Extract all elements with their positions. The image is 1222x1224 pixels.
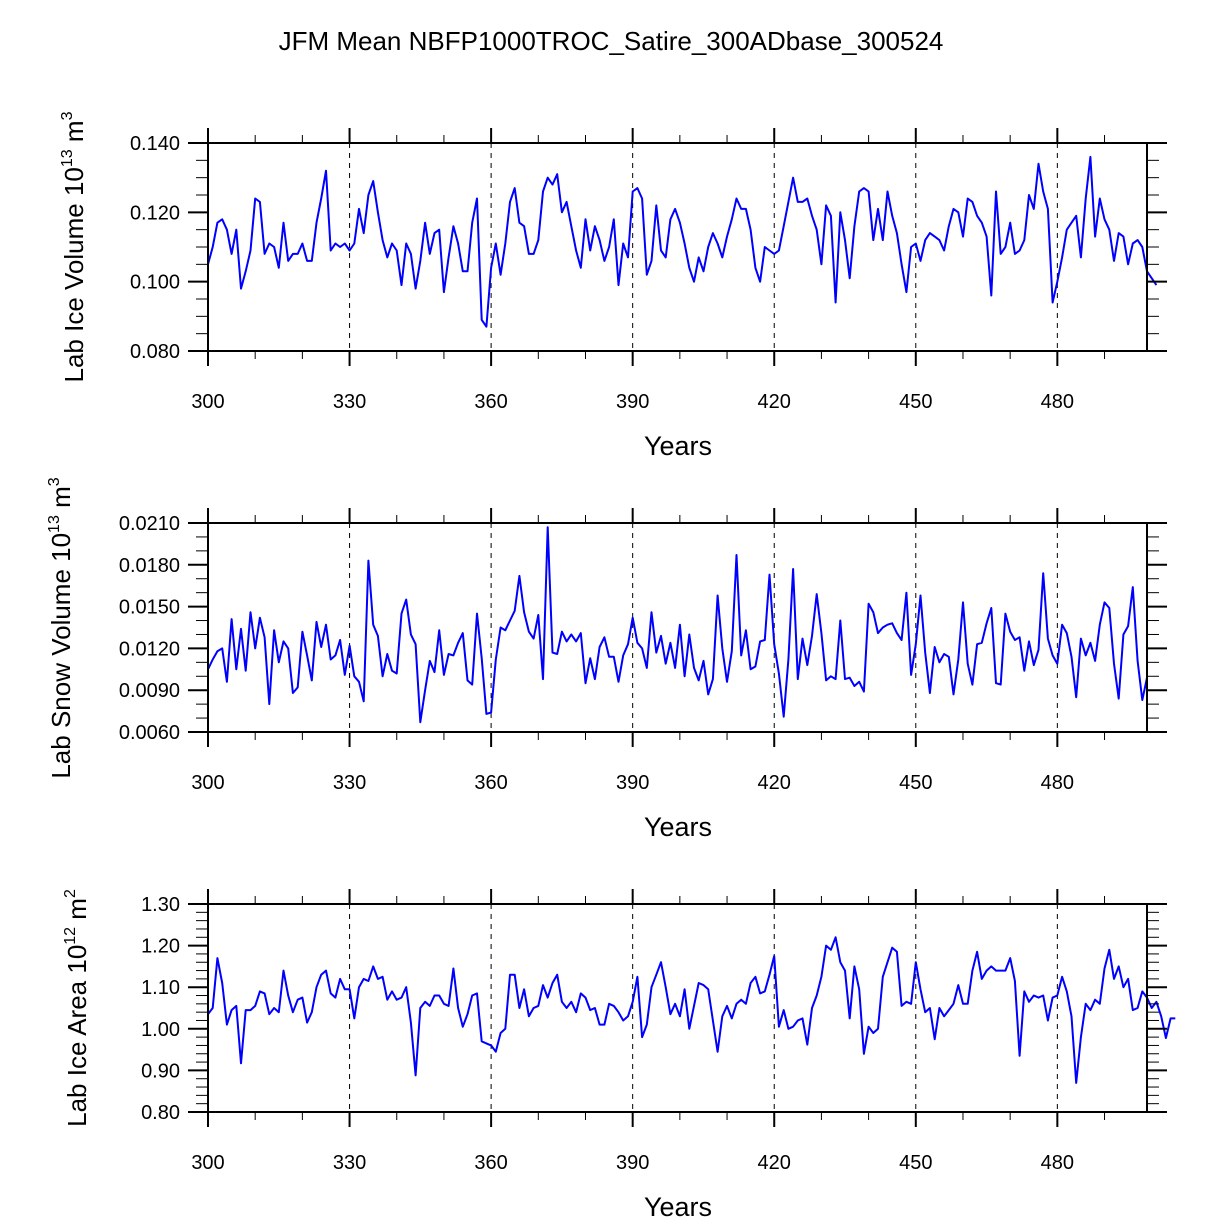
y-tick-label: 0.0180 [119,555,180,577]
x-axis-title: Years [644,1192,712,1222]
y-tick-label: 0.100 [130,272,180,294]
y-tick-label: 0.0090 [119,680,180,702]
y-axis-title: Lab Ice Area 1012 m2 [62,889,92,1127]
x-tick-label: 360 [474,1152,507,1174]
y-tick-label: 1.00 [141,1019,180,1041]
y-tick-label: 0.0150 [119,597,180,619]
y-axis-title: Lab Ice Volume 1013 m3 [59,111,89,382]
x-tick-label: 360 [474,772,507,794]
y-tick-label: 1.30 [141,894,180,916]
x-tick-label: 480 [1041,772,1074,794]
y-tick-label: 1.20 [141,936,180,958]
y-tick-label: 0.0210 [119,513,180,535]
x-tick-label: 480 [1041,1152,1074,1174]
x-tick-label: 390 [616,772,649,794]
x-tick-label: 360 [474,391,507,413]
data-series-line [207,936,1176,1084]
x-tick-label: 480 [1041,391,1074,413]
x-tick-label: 330 [333,772,366,794]
x-tick-label: 300 [191,1152,224,1174]
x-tick-label: 390 [616,391,649,413]
y-tick-label: 0.140 [130,133,180,155]
data-series-line [207,526,1148,724]
panel-3: 300 330 360 390 420 450 480 0.80 0.90 1.00 1.10 1.2… [62,889,1176,1222]
y-tick-label: 0.80 [141,1102,180,1124]
y-tick-label: 0.90 [141,1060,180,1082]
x-tick-label: 450 [899,391,932,413]
plot-frame [207,522,1148,733]
plot-frame [207,903,1148,1113]
data-series-line [207,155,1158,328]
y-tick-label: 1.10 [141,977,180,999]
x-tick-label: 450 [899,772,932,794]
x-tick-label: 330 [333,391,366,413]
x-tick-label: 300 [191,772,224,794]
x-tick-label: 330 [333,1152,366,1174]
x-axis-title: Years [644,812,712,842]
x-tick-label: 300 [191,391,224,413]
x-axis-title: Years [644,431,712,461]
y-tick-label: 0.080 [130,341,180,363]
x-tick-label: 420 [758,772,791,794]
x-tick-label: 420 [758,1152,791,1174]
x-tick-label: 450 [899,1152,932,1174]
panel-2: 300 330 360 390 420 450 480 0.0060 0.0090 0.0120 0… [46,477,1167,842]
y-tick-label: 0.0060 [119,722,180,744]
x-tick-label: 390 [616,1152,649,1174]
y-tick-label: 0.0120 [119,638,180,660]
y-axis-title: Lab Snow Volume 1013 m3 [46,477,76,778]
y-tick-label: 0.120 [130,202,180,224]
panel-1: 300 330 360 390 420 450 480 0.080 0.100 0.120 0.14… [59,111,1167,461]
chart-title: JFM Mean NBFP1000TROC_Satire_300ADbase_3… [279,26,944,56]
x-tick-label: 420 [758,391,791,413]
